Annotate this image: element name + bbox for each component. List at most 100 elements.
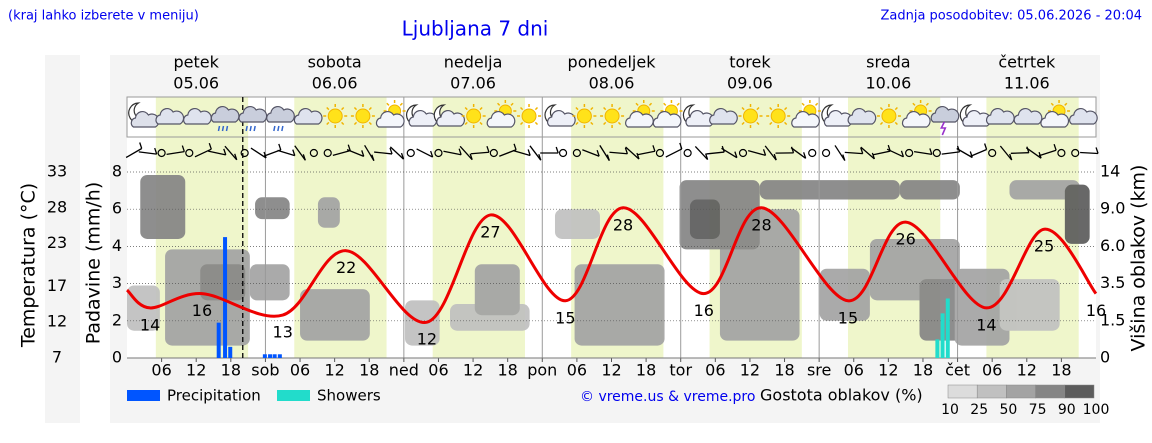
wind-barb-flag	[181, 145, 185, 152]
wind-barb-flag	[486, 146, 490, 153]
y3-tick-label: 1.5	[1100, 310, 1125, 329]
sun-ray	[879, 121, 884, 126]
sun-ray	[784, 106, 788, 111]
sun-icon	[770, 108, 786, 124]
cloud-icon	[486, 110, 516, 128]
wind-calm	[1071, 148, 1080, 158]
left-panel	[45, 55, 80, 423]
sun-ray	[894, 121, 898, 126]
sun-ray	[815, 102, 819, 106]
wind-barb-flag	[139, 142, 143, 149]
cloud-legend-label: 25	[970, 402, 988, 418]
y-tick-label: 3	[112, 273, 122, 292]
cloud-cell	[1009, 180, 1080, 200]
wind-calm	[655, 148, 665, 158]
x-tick-label: 12	[324, 361, 344, 380]
wind-barb	[1010, 152, 1029, 154]
x-tick-label: 18	[774, 361, 794, 380]
wind-barb	[1080, 151, 1099, 155]
text-layer: petek05.06sobota06.06nedelja07.06ponedel…	[47, 53, 1126, 419]
wind-barb	[389, 146, 404, 160]
cloud-layer	[127, 174, 1090, 346]
day-name: sreda	[866, 53, 910, 72]
precip-bar	[935, 339, 940, 358]
wind-calm	[185, 148, 194, 158]
wind-barb-flag	[278, 143, 282, 151]
hint: (kraj lahko izberete v meniju)	[8, 9, 199, 24]
y2-axis-title: Temperatura (°C)	[18, 183, 40, 348]
cloud-legend-title: Gostota oblakov (%)	[760, 386, 923, 405]
rain-icon	[245, 125, 248, 132]
cloud-cell	[999, 279, 1060, 331]
wind-calm	[240, 148, 249, 158]
x-tick-label: 18	[636, 361, 656, 380]
wind-barb	[844, 151, 863, 155]
wind-barb-flag	[1009, 153, 1013, 161]
rain-icon	[221, 125, 225, 132]
wind-barb-flag	[762, 149, 767, 156]
precip-bar	[277, 354, 282, 358]
wind-barb	[459, 145, 473, 161]
wind-barb	[277, 149, 295, 157]
sun-ray	[925, 102, 929, 106]
x-tick-label: 06	[844, 361, 864, 380]
wind-barb	[706, 151, 725, 155]
sun-ray	[769, 106, 773, 111]
sun-ray	[741, 106, 745, 111]
cloud-cell	[554, 209, 600, 239]
wind-calm	[1057, 148, 1066, 158]
wind-barb	[294, 145, 306, 161]
sun-icon	[743, 108, 759, 124]
wind-calm	[434, 148, 443, 158]
wind-barb-flag	[1053, 144, 1057, 151]
day-date: 05.06	[173, 74, 219, 93]
sun-ray	[590, 106, 594, 111]
cloud-icon	[547, 109, 576, 127]
sun-ray	[326, 106, 330, 111]
cloud-legend-box	[976, 384, 1007, 399]
cloud-icon	[709, 107, 738, 125]
wind-barb	[364, 144, 375, 162]
rain-icon	[225, 125, 229, 132]
y3-axis-title: Višina oblakov (km)	[1128, 165, 1150, 352]
day-date: 07.06	[450, 74, 496, 93]
x-tick-label: 12	[1017, 361, 1037, 380]
x-tick-label: 06	[982, 361, 1002, 380]
x-tick-label: 18	[913, 361, 933, 380]
temperature-label: 27	[480, 222, 500, 241]
wind-barb-flag	[969, 151, 973, 158]
precip-bar	[262, 354, 267, 358]
sun-ray	[464, 121, 468, 126]
symbol-layer	[125, 100, 1099, 162]
sun-ray	[912, 102, 916, 106]
cloud-legend-label: 10	[941, 402, 959, 418]
precip-bar	[940, 313, 945, 358]
x-tick-label: 12	[878, 361, 898, 380]
sun-ray	[368, 121, 372, 126]
day-name: četrtek	[998, 53, 1056, 72]
thunder-icon	[940, 121, 947, 136]
wind-calm	[572, 148, 581, 158]
wind-barb-flag	[538, 153, 542, 161]
y2-tick-label: 7	[52, 348, 62, 367]
y2-tick-label: 23	[47, 233, 67, 252]
updated: Zadnja posodobitev: 05.06.2026 - 20:04	[880, 9, 1142, 24]
wind-barb	[416, 148, 433, 158]
day-name: nedelja	[444, 53, 503, 72]
sun-ray	[1050, 102, 1054, 106]
sun-ray	[353, 106, 358, 111]
sun-ray	[894, 106, 898, 111]
wind-barb	[512, 149, 531, 157]
wind-barb-flag	[389, 147, 393, 155]
day-name: petek	[174, 53, 220, 72]
cloud-legend-box	[1064, 384, 1095, 399]
day-name: sobota	[308, 53, 362, 72]
sun-ray	[399, 102, 403, 106]
cloud-icon	[436, 109, 465, 127]
sun-ray	[575, 106, 579, 111]
sun-ray	[575, 121, 579, 126]
wind-barb	[346, 149, 364, 157]
y2-tick-label: 28	[47, 197, 67, 216]
title: Ljubljana 7 dni	[402, 17, 549, 41]
